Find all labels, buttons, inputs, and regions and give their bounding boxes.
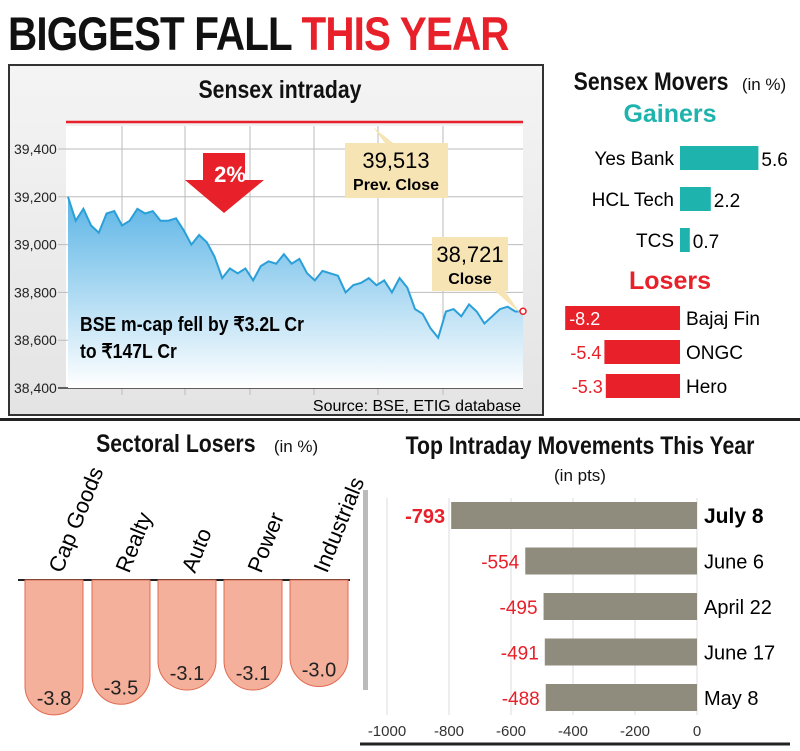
intraday-chart: 39,400 39,200 39,000 38,800 38,600 38,400 39,5… [14,120,527,415]
y-tick-label: 38,800 [14,284,57,300]
divider [0,418,800,421]
sectoral-title: Sectoral Losers [95,430,256,458]
x-tick-label: -600 [496,723,526,740]
sector-value: -3.1 [170,663,204,685]
y-tick-label: 39,000 [14,237,57,253]
sector-label: Power [242,509,289,576]
sector-bar [91,579,151,705]
gainer-bar [680,187,711,211]
prev-close-text: Prev. Close [353,177,439,194]
prev-close-box [345,143,448,198]
source-note: Source: BSE, ETIG database [313,398,521,415]
headline-black: BIGGEST FALL [8,7,292,60]
movers-unit: (in %) [741,75,787,94]
sector-value: -3.0 [302,660,336,682]
movement-date: May 8 [704,688,758,710]
movement-bar [525,547,697,575]
headline-red: THIS YEAR [301,7,510,60]
area-fill [68,196,523,388]
close-box [432,237,508,291]
headline: BIGGEST FALL THIS YEAR [8,6,510,61]
loser-value: -5.3 [572,377,603,397]
sectoral-header: Sectoral Losers (in %) [40,430,360,459]
loser-bar [565,306,680,330]
movement-date: June 17 [704,643,775,665]
sector-bar [157,579,217,691]
x-tick-label: -800 [434,723,464,740]
loser-name: Hero [686,377,727,398]
movement-bar [545,684,697,711]
loser-bar [604,340,680,364]
down-arrow-icon [185,153,264,213]
sectoral-unit: (in %) [273,437,319,456]
movers-title: Sensex Movers [573,68,729,96]
mcap-annotation: BSE m-cap fell by ₹3.2L Cr [80,313,305,335]
loser-value: -5.4 [570,343,601,363]
y-tick-label: 39,400 [14,141,57,157]
y-tick-label: 38,600 [14,332,57,348]
sectoral-chart: -3.8 Cap Goods -3.5 Realty -3.1 Auto -3.1 Power… [18,463,369,716]
gainer-name: HCL Tech [592,190,674,211]
close-value: 38,721 [436,242,503,267]
movements-unit: (in pts) [554,466,606,485]
movement-bar [451,502,697,529]
x-tick-label: 0 [693,723,701,740]
sector-bar [24,579,84,716]
gainers-title: Gainers [623,100,716,128]
losers-title: Losers [629,267,711,295]
movement-bar [544,638,697,666]
close-marker [519,307,527,316]
gainer-bar [680,228,690,252]
movers-header: Sensex Movers (in %) [548,68,798,97]
x-tick-label: -1000 [368,723,406,740]
close-text: Close [448,271,492,288]
movements-title: Top Intraday Movements This Year [405,432,755,460]
gainer-name: Yes Bank [594,149,674,170]
sector-label: Cap Goods [43,463,108,576]
movement-date: April 22 [704,597,772,619]
sector-label: Auto [176,525,216,576]
movements-chart: -1000 -800 -600 -400 -200 0 -793 July 8 -554 June… [360,498,790,746]
arrow-label: 2% [214,162,246,187]
prev-close-value: 39,513 [362,148,429,173]
gainer-value: 5.6 [761,150,787,171]
movement-value: -495 [500,598,538,619]
intraday-title: Sensex intraday [198,76,362,104]
sensex-line [67,196,524,340]
sector-bar [289,579,349,687]
sector-bar [223,579,283,691]
scroll-divider [363,490,368,690]
gainer-name: TCS [636,231,674,252]
sector-value: -3.5 [104,677,138,699]
movement-bar [543,593,697,620]
gainer-bar [680,146,759,170]
movers-chart: Gainers Yes Bank 5.6 HCL Tech 2.2 TCS 0.7 Loser… [565,100,788,398]
loser-bar [605,374,680,398]
y-tick-label: 39,200 [14,189,57,205]
movement-value: -491 [501,644,539,665]
movement-value: -793 [405,506,445,528]
movement-value: -554 [481,553,519,574]
sector-label: Realty [110,509,157,576]
loser-name: Bajaj Fin [686,309,760,330]
close-pointer [495,291,520,313]
movement-date: July 8 [704,505,764,528]
movement-value: -488 [502,689,540,710]
callout-pointer [373,127,393,143]
sector-value: -3.1 [236,663,270,685]
gainer-value: 0.7 [693,232,719,253]
loser-value: -8.2 [569,309,600,329]
sector-value: -3.8 [37,688,71,710]
mcap-annotation: to ₹147L Cr [80,340,178,362]
movement-date: June 6 [704,552,764,574]
gainer-value: 2.2 [714,191,740,212]
x-tick-label: -200 [620,723,650,740]
loser-name: ONGC [686,343,743,364]
x-tick-label: -400 [558,723,588,740]
y-tick-label: 38,400 [14,380,57,396]
